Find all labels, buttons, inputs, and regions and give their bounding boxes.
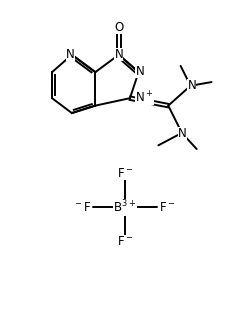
Text: $^-$F: $^-$F [73, 201, 92, 214]
Text: N: N [188, 79, 196, 92]
Text: O: O [114, 22, 124, 34]
Text: N: N [66, 48, 75, 61]
Text: N: N [136, 65, 144, 78]
Text: F$^-$: F$^-$ [117, 235, 133, 248]
Text: N: N [178, 127, 187, 140]
Text: B$^{3+}$: B$^{3+}$ [114, 199, 136, 216]
Text: F$^-$: F$^-$ [117, 167, 133, 180]
Text: F$^-$: F$^-$ [159, 201, 176, 214]
Text: N: N [114, 48, 123, 61]
Text: N$^+$: N$^+$ [136, 90, 154, 105]
